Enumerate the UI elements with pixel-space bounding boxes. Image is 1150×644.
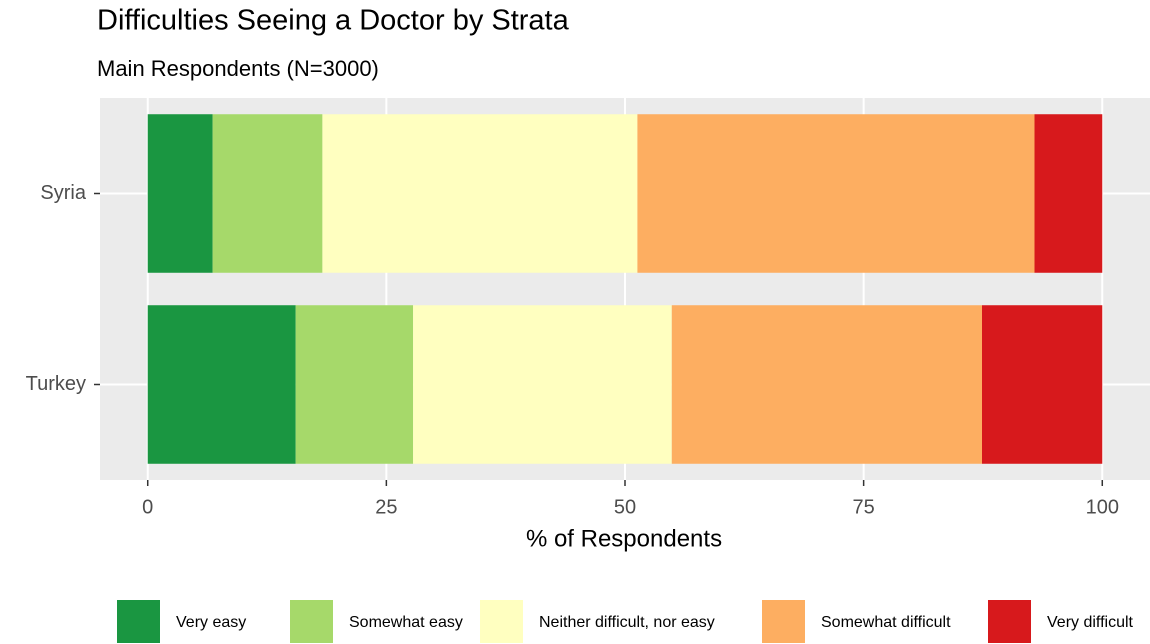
chart-subtitle: Main Respondents (N=3000)	[97, 56, 379, 81]
x-tick-label: 100	[1086, 496, 1119, 518]
x-tick-label: 75	[853, 496, 875, 518]
legend-swatch	[117, 600, 160, 643]
legend-swatch	[762, 600, 805, 643]
chart-title: Difficulties Seeing a Doctor by Strata	[97, 5, 570, 37]
legend-label: Somewhat easy	[349, 614, 463, 631]
bar-segment	[212, 114, 323, 273]
bar-segment	[671, 305, 982, 464]
x-tick-label: 0	[142, 496, 153, 518]
bar-segment	[637, 114, 1035, 273]
bar-segment	[147, 114, 213, 273]
bar-segment	[322, 114, 638, 273]
x-tick-label: 25	[375, 496, 397, 518]
legend-swatch	[480, 600, 523, 643]
y-tick-label: Syria	[40, 182, 86, 204]
legend-label: Very easy	[176, 614, 246, 631]
y-tick-label: Turkey	[26, 373, 86, 395]
bar-segment	[147, 305, 296, 464]
legend-swatch	[988, 600, 1031, 643]
legend-swatch	[290, 600, 333, 643]
legend-label: Somewhat difficult	[821, 614, 951, 631]
bar-segment	[413, 305, 672, 464]
x-tick-label: 50	[614, 496, 636, 518]
legend-label: Neither difficult, nor easy	[539, 614, 715, 631]
bar-segment	[982, 305, 1103, 464]
bar-segment	[1034, 114, 1103, 273]
bar-segment	[295, 305, 414, 464]
x-axis-label: % of Respondents	[526, 525, 722, 552]
legend-label: Very difficult	[1047, 614, 1134, 631]
